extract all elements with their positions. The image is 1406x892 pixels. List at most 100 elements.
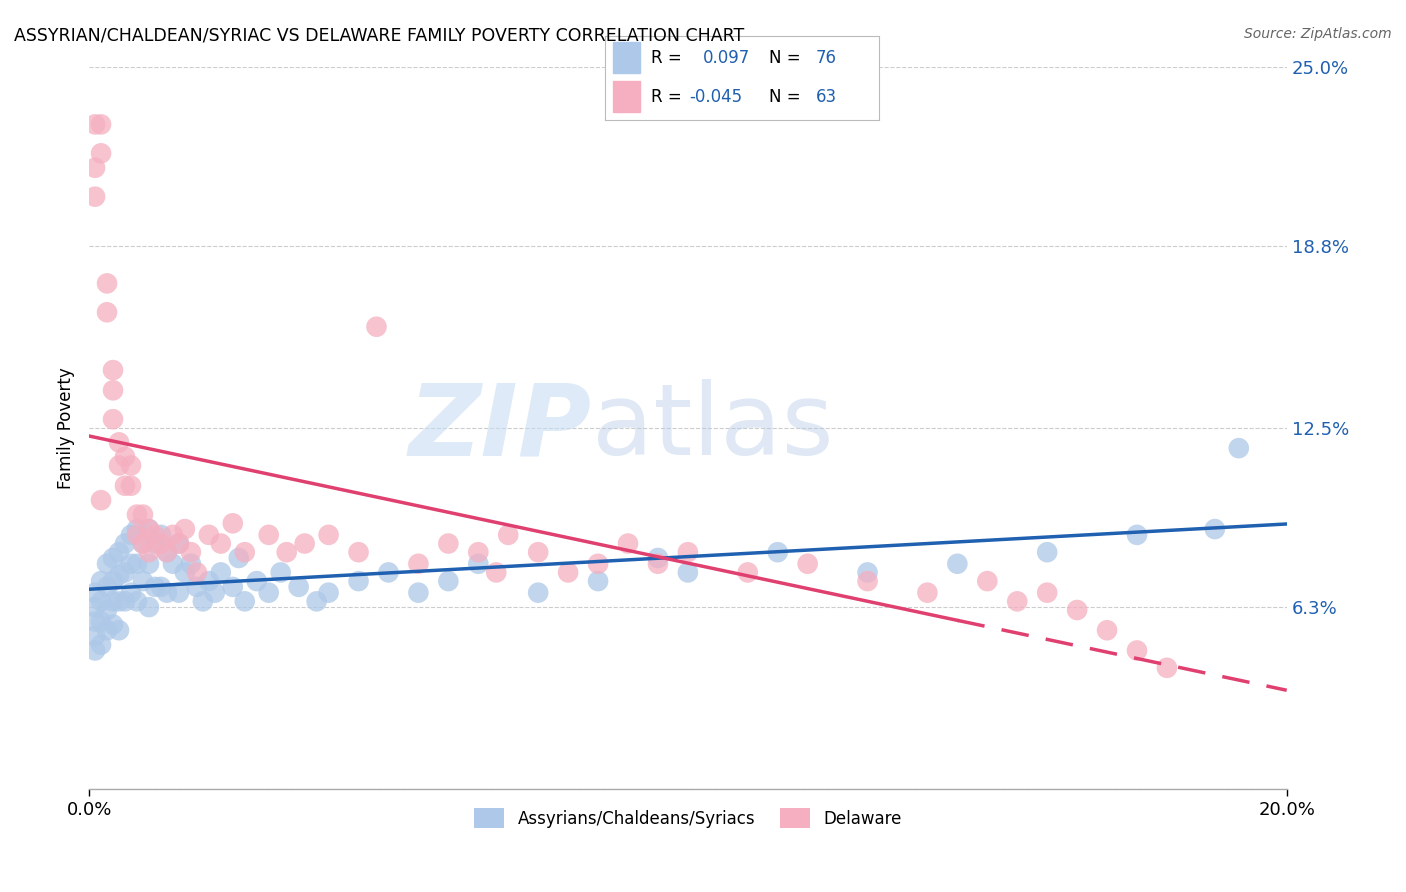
Point: [114, 450, 136, 464]
Point: [222, 580, 245, 594]
Point: [138, 522, 160, 536]
Point: [222, 516, 245, 531]
Point: [125, 557, 148, 571]
Point: [1126, 643, 1149, 657]
Point: [676, 566, 699, 580]
Point: [125, 522, 148, 536]
Point: [96, 277, 118, 291]
Point: [647, 557, 669, 571]
Point: [156, 545, 179, 559]
Point: [90, 638, 112, 652]
Point: [917, 585, 939, 599]
Point: [149, 536, 172, 550]
Point: [156, 585, 179, 599]
Point: [347, 574, 370, 588]
Bar: [613, 81, 640, 112]
Point: [1036, 585, 1059, 599]
Point: [437, 574, 460, 588]
Point: [101, 574, 124, 588]
Point: [318, 528, 340, 542]
Point: [946, 557, 969, 571]
Point: [233, 594, 256, 608]
Point: [138, 522, 160, 536]
Point: [90, 615, 112, 629]
Point: [84, 117, 107, 131]
Point: [108, 545, 131, 559]
Point: [856, 574, 879, 588]
Point: [114, 594, 136, 608]
Point: [101, 412, 124, 426]
Point: [108, 435, 131, 450]
Text: 63: 63: [815, 87, 837, 105]
Point: [84, 161, 107, 175]
Point: [149, 580, 172, 594]
Point: [143, 580, 166, 594]
Point: [246, 574, 269, 588]
Point: [90, 146, 112, 161]
Point: [101, 617, 124, 632]
Text: 0.097: 0.097: [703, 49, 751, 67]
Text: N =: N =: [769, 49, 800, 67]
Point: [120, 479, 142, 493]
Point: [108, 594, 131, 608]
Point: [1036, 545, 1059, 559]
Point: [120, 585, 142, 599]
Point: [96, 624, 118, 638]
Point: [120, 528, 142, 542]
Point: [101, 594, 124, 608]
Point: [96, 557, 118, 571]
Point: [96, 580, 118, 594]
Point: [204, 585, 226, 599]
Point: [294, 536, 316, 550]
Y-axis label: Family Poverty: Family Poverty: [58, 367, 75, 489]
Point: [191, 594, 214, 608]
Point: [198, 574, 221, 588]
Point: [125, 528, 148, 542]
Point: [120, 458, 142, 473]
Point: [347, 545, 370, 559]
Point: [209, 536, 232, 550]
Point: [101, 363, 124, 377]
Point: [90, 117, 112, 131]
Point: [120, 557, 142, 571]
Point: [1156, 661, 1178, 675]
Point: [84, 189, 107, 203]
Point: [527, 585, 550, 599]
Point: [496, 528, 519, 542]
Point: [162, 557, 184, 571]
Point: [485, 566, 508, 580]
Point: [527, 545, 550, 559]
Point: [270, 566, 292, 580]
Point: [766, 545, 789, 559]
Point: [1204, 522, 1226, 536]
Point: [647, 551, 669, 566]
Point: [96, 305, 118, 319]
Point: [167, 585, 190, 599]
Text: atlas: atlas: [592, 379, 834, 476]
Point: [318, 585, 340, 599]
Point: [305, 594, 328, 608]
Point: [143, 528, 166, 542]
Text: -0.045: -0.045: [689, 87, 742, 105]
Point: [557, 566, 579, 580]
Point: [132, 574, 155, 588]
Point: [90, 594, 112, 608]
Point: [408, 557, 430, 571]
Point: [108, 568, 131, 582]
Point: [84, 585, 107, 599]
Point: [114, 566, 136, 580]
Point: [186, 580, 208, 594]
Point: [233, 545, 256, 559]
Point: [257, 585, 280, 599]
Point: [132, 536, 155, 550]
Point: [377, 566, 399, 580]
Point: [467, 545, 489, 559]
Point: [167, 536, 190, 550]
Point: [125, 594, 148, 608]
Point: [408, 585, 430, 599]
Point: [586, 557, 609, 571]
Point: [84, 629, 107, 643]
Point: [796, 557, 818, 571]
Point: [180, 557, 202, 571]
Point: [1126, 528, 1149, 542]
